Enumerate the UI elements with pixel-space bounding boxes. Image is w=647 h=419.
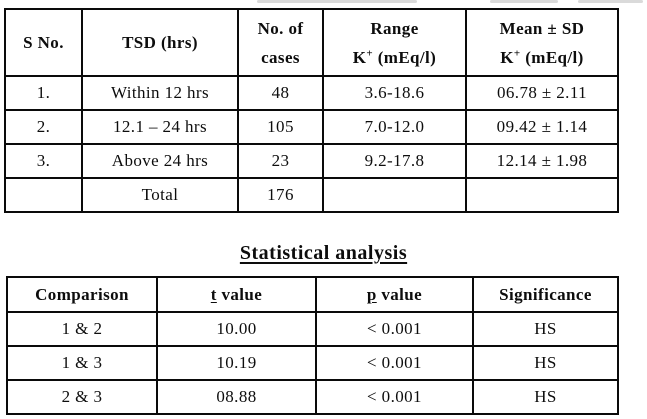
mean-sd-cell xyxy=(465,177,619,213)
header-line: Range xyxy=(370,18,419,38)
tsd-cell: Above 24 hrs xyxy=(81,143,239,179)
k-superscript-plus: + xyxy=(513,46,521,59)
header-line: Mean ± SD xyxy=(499,18,585,38)
table-row: 3. Above 24 hrs 23 9.2-17.8 12.14 ± 1.98 xyxy=(4,143,619,179)
significance-cell: HS xyxy=(472,311,619,347)
table-header-row: S No. TSD (hrs) No. of cases Range K+ (m… xyxy=(4,8,619,77)
k-superscript-plus: + xyxy=(366,46,374,59)
header-line: No. of xyxy=(257,18,304,38)
total-cases-cell: 176 xyxy=(237,177,324,213)
t-value-rest: value xyxy=(216,284,263,304)
scan-artifact xyxy=(257,0,417,3)
tsd-k-values-table: S No. TSD (hrs) No. of cases Range K+ (m… xyxy=(4,8,619,213)
k-unit: (mEq/l) xyxy=(373,47,437,67)
t-value-cell: 08.88 xyxy=(156,379,317,415)
sno-cell: 2. xyxy=(4,109,83,145)
cases-cell: 48 xyxy=(237,75,324,111)
section-title: Statistical analysis xyxy=(0,242,647,265)
header-significance: Significance xyxy=(472,276,619,313)
table-row: 2 & 3 08.88 < 0.001 HS xyxy=(6,379,619,415)
header-range-k: Range K+ (mEq/l) xyxy=(322,8,467,77)
comparison-cell: 1 & 3 xyxy=(6,345,158,381)
header-no-of-cases: No. of cases xyxy=(237,8,324,77)
p-value-cell: < 0.001 xyxy=(315,345,474,381)
sno-cell xyxy=(4,177,83,213)
section-title-text: Statistical analysis xyxy=(239,242,408,264)
range-cell: 9.2-17.8 xyxy=(322,143,467,179)
mean-sd-cell: 12.14 ± 1.98 xyxy=(465,143,619,179)
sno-cell: 3. xyxy=(4,143,83,179)
mean-sd-cell: 06.78 ± 2.11 xyxy=(465,75,619,111)
scan-artifact xyxy=(490,0,558,3)
significance-cell: HS xyxy=(472,345,619,381)
header-t-value: t value xyxy=(156,276,317,313)
table-row: 2. 12.1 – 24 hrs 105 7.0-12.0 09.42 ± 1.… xyxy=(4,109,619,145)
cases-cell: 105 xyxy=(237,109,324,145)
tsd-cell: Within 12 hrs xyxy=(81,75,239,111)
range-cell: 7.0-12.0 xyxy=(322,109,467,145)
mean-sd-cell: 09.42 ± 1.14 xyxy=(465,109,619,145)
tsd-cell: 12.1 – 24 hrs xyxy=(81,109,239,145)
k-symbol: K xyxy=(500,47,514,67)
comparison-cell: 1 & 2 xyxy=(6,311,158,347)
table-row: 1. Within 12 hrs 48 3.6-18.6 06.78 ± 2.1… xyxy=(4,75,619,111)
k-symbol: K xyxy=(352,47,367,67)
header-line: cases xyxy=(261,47,300,67)
t-letter-underlined: t xyxy=(210,284,217,304)
t-value-cell: 10.19 xyxy=(156,345,317,381)
p-letter-underlined: p xyxy=(366,284,377,304)
p-value-cell: < 0.001 xyxy=(315,311,474,347)
header-tsd-hrs: TSD (hrs) xyxy=(81,8,239,77)
statistical-analysis-table: Comparison t value p value Significance … xyxy=(6,276,619,415)
t-value-cell: 10.00 xyxy=(156,311,317,347)
range-cell xyxy=(322,177,467,213)
p-value-cell: < 0.001 xyxy=(315,379,474,415)
sno-cell: 1. xyxy=(4,75,83,111)
range-cell: 3.6-18.6 xyxy=(322,75,467,111)
header-line: K+ (mEq/l) xyxy=(468,43,616,72)
total-label-cell: Total xyxy=(81,177,239,213)
header-p-value: p value xyxy=(315,276,474,313)
header-comparison: Comparison xyxy=(6,276,158,313)
table-row: 1 & 2 10.00 < 0.001 HS xyxy=(6,311,619,347)
header-s-no: S No. xyxy=(4,8,83,77)
header-mean-sd-k: Mean ± SD K+ (mEq/l) xyxy=(465,8,619,77)
table-row: 1 & 3 10.19 < 0.001 HS xyxy=(6,345,619,381)
significance-cell: HS xyxy=(472,379,619,415)
p-value-rest: value xyxy=(376,284,423,304)
comparison-cell: 2 & 3 xyxy=(6,379,158,415)
table-total-row: Total 176 xyxy=(4,177,619,213)
k-unit: (mEq/l) xyxy=(520,47,584,67)
scan-artifact xyxy=(578,0,643,3)
header-line: K+ (mEq/l) xyxy=(325,43,464,72)
cases-cell: 23 xyxy=(237,143,324,179)
table-header-row: Comparison t value p value Significance xyxy=(6,276,619,313)
